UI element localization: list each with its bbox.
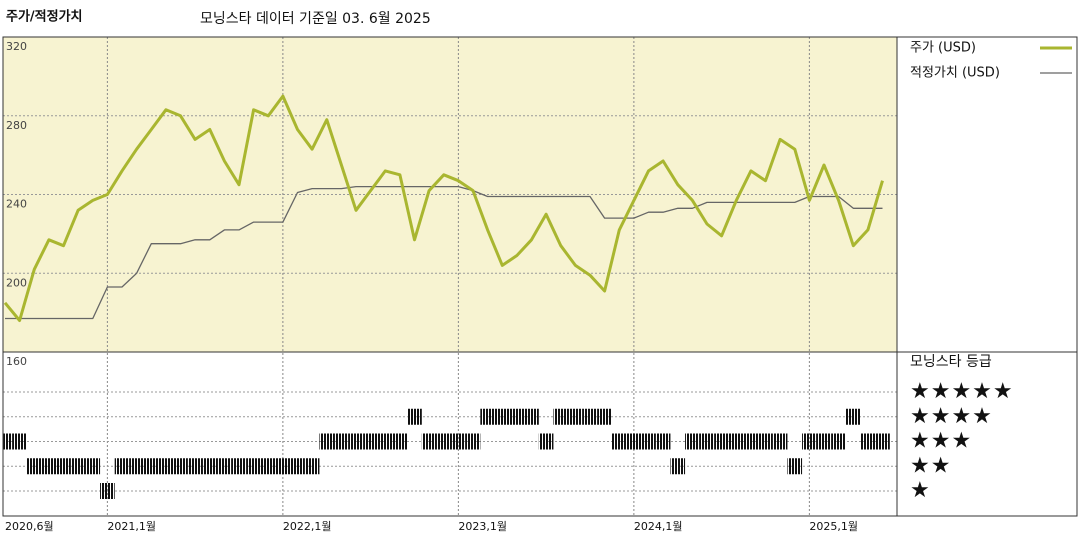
rating-bar (114, 458, 130, 475)
rating-bar (758, 433, 773, 450)
rating-bar (217, 458, 232, 475)
rating-label: ★★★★ (910, 404, 993, 429)
rating-bar (246, 458, 261, 475)
rating-bar (553, 408, 569, 425)
rating-bar (12, 433, 27, 450)
rating-bar (494, 408, 510, 425)
rating-bar (611, 433, 627, 450)
rating-bar (392, 433, 408, 450)
rating-bar (85, 458, 101, 475)
x-tick-label: 2021,1월 (107, 520, 156, 533)
rating-bar (816, 433, 832, 450)
rating-bar (509, 408, 525, 425)
rating-bar (334, 433, 349, 450)
rating-bar (407, 408, 422, 425)
rating-bar (787, 458, 803, 475)
rating-bar (699, 433, 715, 450)
x-tick-label: 2020,6월 (5, 520, 54, 533)
rating-bar (377, 433, 393, 450)
rating-bar (304, 458, 320, 475)
rating-bar (436, 433, 452, 450)
rating-bar (363, 433, 378, 450)
rating-bar (670, 458, 686, 475)
rating-label: ★★★ (910, 429, 972, 454)
y-tick-label: 200 (6, 276, 27, 289)
rating-bar (173, 458, 188, 475)
legend-label: 적정가치 (USD) (910, 66, 1000, 81)
rating-bar (831, 433, 846, 450)
rating-bar (56, 458, 71, 475)
x-tick-label: 2023,1월 (458, 520, 507, 533)
rating-bar (597, 408, 612, 425)
rating-bar (129, 458, 144, 475)
rating-bar (275, 458, 291, 475)
rating-label: ★ (910, 478, 931, 503)
rating-bar (582, 408, 598, 425)
y-tick-label: 240 (6, 198, 27, 211)
rating-bar (465, 433, 481, 450)
y-tick-label: 320 (6, 40, 27, 53)
rating-bar (100, 483, 115, 499)
x-tick-label: 2024,1월 (634, 520, 683, 533)
rating-bar (728, 433, 744, 450)
rating-bar (143, 458, 159, 475)
rating-bar (538, 433, 554, 450)
y-tick-label: 280 (6, 119, 27, 132)
rating-bar (348, 433, 364, 450)
rating-bar (802, 433, 817, 450)
rating-bar (772, 433, 788, 450)
x-tick-label: 2022,1월 (283, 520, 332, 533)
rating-bar (41, 458, 57, 475)
rating-bar (319, 433, 335, 450)
rating-bar (3, 433, 13, 450)
rating-bar (685, 433, 700, 450)
rating-bar (70, 458, 86, 475)
price-line (3, 94, 884, 322)
x-tick-label: 2025,1월 (809, 520, 858, 533)
rating-label: ★★★★★ (910, 379, 1014, 404)
rating-label: ★★ (910, 453, 951, 478)
rating-bar (26, 458, 42, 475)
frame (2, 36, 1078, 517)
rating-bar (480, 408, 495, 425)
rating-bar (655, 433, 671, 450)
rating-bar (158, 458, 174, 475)
chart-subtitle: 모닝스타 데이터 기준일 03. 6월 2025 (200, 11, 431, 27)
chart-title: 주가/적정가치 (6, 9, 83, 25)
plot-background (3, 37, 897, 352)
rating-bar (451, 433, 466, 450)
rating-bar (187, 458, 203, 475)
rating-bar (202, 458, 218, 475)
rating-bar (290, 458, 305, 475)
legend-label: 주가 (USD) (910, 41, 976, 56)
rating-bar (714, 433, 729, 450)
rating-bar (231, 458, 247, 475)
rating-bar (524, 408, 539, 425)
rating-bar (641, 433, 656, 450)
rating-title: 모닝스타 등급 (910, 354, 992, 370)
rating-bar (626, 433, 642, 450)
rating-bar (860, 433, 876, 450)
rating-bar (260, 458, 276, 475)
rating-bar (421, 433, 437, 450)
rating-bar (875, 433, 890, 450)
rating-bar (743, 433, 759, 450)
y-tick-label: 160 (6, 355, 27, 368)
rating-bar (568, 408, 583, 425)
rating-bar (845, 408, 861, 425)
